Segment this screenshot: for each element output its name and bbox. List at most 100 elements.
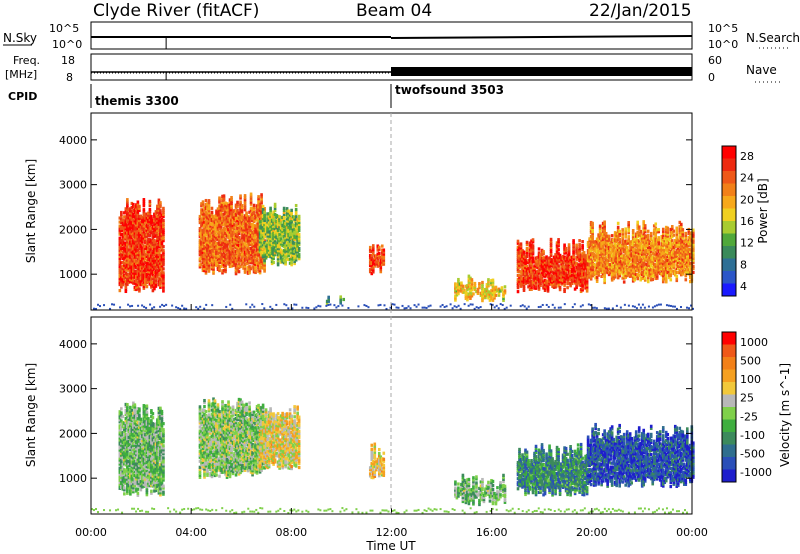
heatmap-cell bbox=[528, 243, 532, 247]
nsearch-tick-high: 10^5 bbox=[708, 22, 738, 35]
heatmap-cell bbox=[260, 205, 263, 209]
heatmap-cell bbox=[624, 233, 627, 237]
heatmap-cell bbox=[153, 242, 156, 247]
heatmap-cell bbox=[203, 250, 206, 255]
heatmap-cell bbox=[207, 259, 211, 263]
heatmap-cell bbox=[282, 210, 286, 214]
heatmap-cell bbox=[606, 254, 609, 259]
heatmap-cell bbox=[201, 212, 205, 216]
heatmap-cell bbox=[251, 255, 254, 259]
heatmap-cell bbox=[519, 242, 523, 246]
heatmap-cell bbox=[198, 235, 202, 239]
heatmap-cell bbox=[151, 258, 155, 263]
heatmap-cell bbox=[203, 240, 206, 244]
heatmap-cell bbox=[560, 278, 563, 282]
heatmap-cell bbox=[121, 271, 125, 275]
heatmap-cell bbox=[560, 264, 563, 268]
heatmap-cell bbox=[371, 252, 375, 256]
heatmap-cell bbox=[528, 241, 532, 245]
heatmap-cell bbox=[231, 243, 235, 247]
heatmap-cell bbox=[273, 202, 277, 206]
heatmap-cell bbox=[147, 276, 150, 280]
heatmap-cell bbox=[225, 204, 229, 208]
heatmap-cell bbox=[129, 225, 132, 229]
heatmap-cell bbox=[201, 252, 205, 256]
heatmap-cell bbox=[215, 237, 218, 241]
heatmap-cell bbox=[127, 272, 131, 276]
heatmap-cell bbox=[159, 223, 162, 227]
heatmap-cell bbox=[129, 263, 132, 267]
heatmap-cell bbox=[234, 205, 238, 209]
heatmap-cell bbox=[572, 255, 575, 259]
heatmap-cell bbox=[528, 255, 532, 259]
heatmap-cell bbox=[567, 269, 571, 273]
heatmap-cell bbox=[525, 260, 529, 265]
heatmap-cell bbox=[624, 229, 627, 233]
heatmap-cell bbox=[628, 268, 632, 272]
heatmap-cell bbox=[288, 251, 292, 255]
heatmap-cell bbox=[251, 261, 254, 265]
heatmap-cell bbox=[575, 243, 578, 247]
heatmap-cell bbox=[572, 263, 575, 267]
heatmap-cell bbox=[159, 235, 162, 239]
heatmap-cell bbox=[563, 251, 566, 255]
heatmap-cell bbox=[609, 253, 612, 257]
heatmap-cell bbox=[643, 224, 647, 228]
heatmap-cell bbox=[591, 239, 594, 244]
heatmap-cell bbox=[642, 236, 646, 240]
heatmap-cell bbox=[133, 259, 137, 263]
heatmap-cell bbox=[615, 268, 618, 272]
heatmap-cell bbox=[144, 264, 147, 269]
heatmap-cell bbox=[567, 271, 571, 275]
heatmap-cell bbox=[263, 261, 266, 265]
heatmap-cell bbox=[296, 246, 299, 250]
heatmap-cell bbox=[297, 257, 301, 261]
heatmap-cell bbox=[230, 234, 233, 238]
heatmap-cell bbox=[524, 255, 527, 259]
heatmap-cell bbox=[542, 282, 545, 286]
heatmap-cell bbox=[150, 255, 153, 259]
heatmap-cell bbox=[156, 259, 159, 263]
heatmap-cell bbox=[148, 201, 152, 206]
heatmap-cell bbox=[534, 270, 538, 274]
heatmap-cell bbox=[642, 254, 646, 258]
heatmap-cell bbox=[628, 244, 632, 248]
heatmap-cell bbox=[200, 202, 203, 206]
heatmap-cell bbox=[150, 223, 153, 227]
heatmap-cell bbox=[616, 253, 620, 258]
heatmap-cell bbox=[120, 283, 123, 287]
heatmap-cell bbox=[153, 287, 156, 291]
heatmap-cell bbox=[263, 251, 266, 255]
heatmap-cell bbox=[243, 204, 247, 208]
heatmap-cell bbox=[236, 216, 239, 221]
heatmap-cell bbox=[457, 292, 460, 296]
heatmap-cell bbox=[225, 240, 229, 244]
heatmap-cell bbox=[519, 256, 523, 260]
heatmap-cell bbox=[124, 243, 128, 247]
heatmap-cell bbox=[261, 214, 265, 219]
heatmap-cell bbox=[157, 254, 161, 259]
heatmap-cell bbox=[613, 261, 617, 265]
heatmap-cell bbox=[218, 250, 221, 255]
heatmap-cell bbox=[213, 256, 217, 261]
heatmap-cell bbox=[142, 238, 146, 242]
heatmap-cell bbox=[141, 222, 144, 226]
heatmap-cell bbox=[607, 238, 611, 242]
heatmap-cell bbox=[469, 278, 472, 282]
heatmap-cell bbox=[126, 216, 129, 220]
heatmap-cell bbox=[206, 202, 209, 206]
heatmap-cell bbox=[156, 242, 159, 247]
heatmap-cell bbox=[237, 253, 241, 258]
heatmap-cell bbox=[216, 237, 220, 241]
heatmap-cell bbox=[284, 252, 287, 256]
heatmap-cell bbox=[616, 247, 620, 252]
heatmap-cell bbox=[237, 237, 241, 242]
heatmap-cell bbox=[230, 240, 233, 244]
heatmap-cell bbox=[126, 256, 129, 260]
heatmap-cell bbox=[543, 258, 547, 262]
heatmap-cell bbox=[142, 282, 146, 286]
heatmap-cell bbox=[135, 285, 138, 290]
heatmap-cell bbox=[160, 244, 164, 248]
heatmap-cell bbox=[288, 225, 292, 229]
heatmap-cell bbox=[266, 228, 269, 232]
